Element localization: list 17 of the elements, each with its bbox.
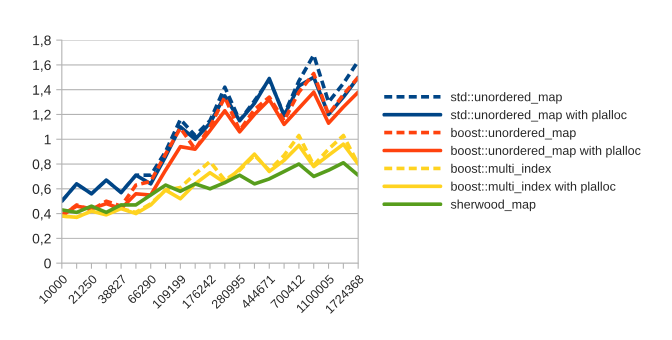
y-tick-label: 0,6	[32, 184, 51, 196]
legend-label: boost::multi_index	[451, 164, 552, 176]
legend-label: sherwood_map	[450, 200, 536, 212]
legend-label: boost::unordered_map	[451, 128, 576, 140]
legend-label: boost::multi_index with plalloc	[451, 182, 616, 194]
y-tick-label: 1,4	[33, 85, 52, 96]
y-tick-label: 1,2	[33, 110, 51, 122]
legend-label: std::unordered_map	[450, 92, 562, 104]
legend-label: std::unordered_map with plalloc	[450, 110, 627, 122]
legend-label: boost::unordered_map with plalloc	[451, 146, 641, 158]
y-tick-label: 1,8	[33, 35, 51, 47]
y-tick-label: 1,6	[33, 60, 51, 72]
y-tick-label: 0,2	[32, 234, 51, 246]
y-tick-label: 0,4	[32, 208, 52, 220]
y-tick-label: 1	[44, 134, 51, 144]
y-tick-label: 0	[44, 258, 51, 268]
y-tick-label: 0,8	[32, 159, 51, 171]
